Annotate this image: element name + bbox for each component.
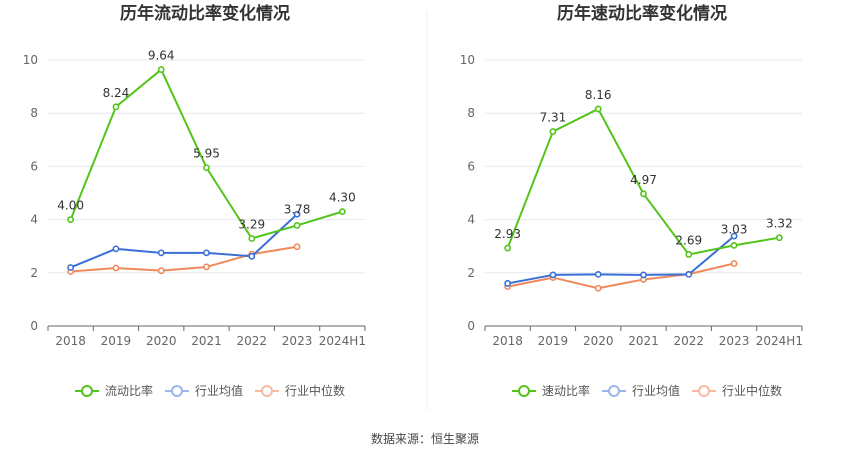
data-label: 9.64: [148, 49, 175, 63]
data-source-note: 数据来源：恒生聚源: [371, 431, 479, 446]
data-label: 4.97: [630, 173, 657, 187]
x-tick-label: 2022: [674, 334, 705, 348]
x-tick-label: 2020: [146, 334, 177, 348]
data-point: [293, 243, 301, 251]
legend-swatch-marker: [698, 385, 710, 397]
y-tick-label: 2: [467, 266, 475, 280]
data-label: 4.30: [329, 191, 356, 205]
legend-label: 行业均值: [195, 383, 243, 398]
x-tick-label: 2022: [237, 334, 268, 348]
data-label: 2.69: [675, 233, 702, 247]
data-point: [640, 190, 647, 198]
data-point: [67, 264, 75, 271]
data-point: [112, 245, 120, 253]
data-point: [775, 234, 783, 242]
chart-title: 历年速动比率变化情况: [557, 3, 727, 24]
data-point: [112, 264, 120, 272]
data-point: [338, 208, 346, 216]
data-point: [203, 164, 210, 172]
data-point: [157, 267, 165, 275]
data-label: 3.78: [284, 202, 311, 216]
legend-swatch-marker: [608, 385, 620, 397]
data-label: 4.00: [57, 199, 84, 213]
data-point: [203, 263, 210, 271]
data-point: [504, 280, 512, 287]
data-point: [730, 232, 738, 240]
data-point: [549, 271, 557, 279]
legend-label: 速动比率: [542, 383, 590, 398]
x-tick-label: 2023: [282, 334, 313, 348]
quick-ratio-chart: 历年速动比率变化情况 0 2 4 6 8 10 2018 2019 2020 2021 2022 202…: [460, 3, 803, 398]
legend-label: 行业中位数: [285, 383, 345, 398]
data-point: [293, 210, 301, 218]
data-point: [549, 128, 557, 135]
legend-label: 流动比率: [105, 383, 153, 398]
data-point: [640, 271, 647, 279]
x-tick-label: 2021: [191, 334, 222, 348]
data-point: [685, 270, 693, 278]
data-label: 8.16: [585, 88, 612, 102]
data-point: [203, 249, 210, 257]
chart-title: 历年流动比率变化情况: [120, 3, 290, 24]
data-point: [67, 216, 75, 223]
y-tick-label: 10: [23, 53, 38, 67]
y-tick-label: 6: [30, 159, 38, 173]
series-line-1: [507, 235, 735, 285]
y-tick-label: 4: [30, 213, 38, 227]
data-point: [112, 103, 120, 111]
data-point: [157, 249, 165, 257]
x-tick-label: 2024H1: [319, 334, 366, 348]
data-point: [504, 244, 512, 252]
data-point: [248, 252, 256, 260]
x-tick-label: 2020: [583, 334, 614, 348]
y-tick-label: 8: [30, 106, 38, 120]
data-point: [685, 251, 693, 258]
x-tick-label: 2023: [719, 334, 750, 348]
data-label: 5.95: [193, 147, 220, 161]
data-point: [248, 235, 256, 242]
data-point: [594, 105, 602, 113]
y-tick-label: 0: [467, 319, 475, 333]
data-point: [594, 270, 602, 278]
series-line-1: [70, 213, 298, 269]
y-tick-label: 2: [30, 266, 38, 280]
data-label: 3.32: [766, 217, 793, 231]
data-label: 3.29: [238, 217, 265, 231]
data-point: [594, 284, 602, 292]
legend-label: 行业中位数: [722, 383, 782, 398]
y-tick-label: 0: [30, 319, 38, 333]
x-tick-label: 2019: [101, 334, 132, 348]
data-label: 3.03: [721, 222, 748, 236]
x-tick-label: 2024H1: [756, 334, 803, 348]
data-label: 2.93: [494, 227, 521, 241]
legend-swatch-marker: [81, 385, 93, 397]
legend-swatch-marker: [518, 385, 530, 397]
x-tick-label: 2018: [492, 334, 523, 348]
y-tick-label: 6: [467, 159, 475, 173]
series-line-2: [507, 262, 735, 290]
data-point: [730, 242, 738, 249]
y-tick-label: 8: [467, 106, 475, 120]
data-point: [293, 222, 301, 229]
legend-label: 行业均值: [632, 383, 680, 398]
legend-swatch-marker: [261, 385, 273, 397]
data-point: [157, 66, 165, 73]
data-label: 7.31: [540, 111, 567, 125]
legend-swatch-marker: [171, 385, 183, 397]
x-tick-label: 2019: [538, 334, 569, 348]
y-tick-label: 10: [460, 53, 475, 67]
y-tick-label: 4: [467, 213, 475, 227]
x-tick-label: 2018: [55, 334, 86, 348]
series-line-2: [70, 245, 298, 273]
data-point: [730, 260, 738, 267]
data-label: 8.24: [103, 86, 130, 100]
x-tick-label: 2021: [628, 334, 659, 348]
current-ratio-chart: 历年流动比率变化情况 0 2 4 6 8 10 2018 2019 2020 2021 2022 202…: [23, 3, 366, 398]
